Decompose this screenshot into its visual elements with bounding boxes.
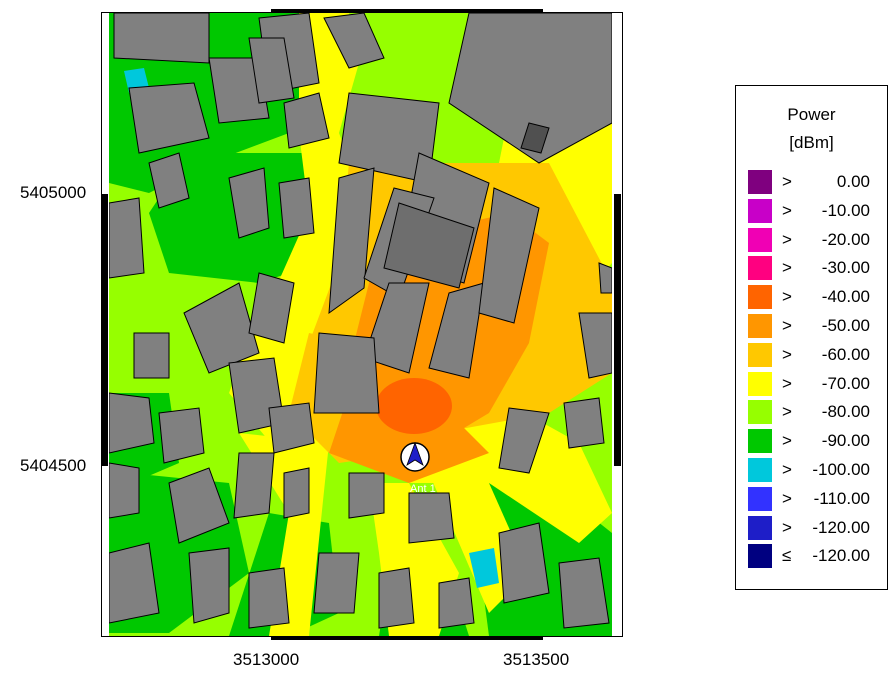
- right-scale-bar: [614, 194, 621, 466]
- legend-value: -30.00: [821, 258, 870, 278]
- legend-operator: >: [782, 200, 792, 220]
- legend-item: > -70.00: [748, 371, 883, 396]
- power-legend: Power [dBm] >0.00 > -10.00 > -20.00 > -30.00 > -…: [735, 85, 888, 590]
- legend-operator: >: [782, 316, 792, 335]
- legend-swatch: [748, 400, 772, 425]
- legend-swatch: [748, 198, 772, 223]
- legend-item: > -120.00: [748, 515, 883, 540]
- legend-value: -70.00: [821, 373, 870, 393]
- legend-item: > -30.00: [748, 256, 883, 281]
- legend-item: > -60.00: [748, 342, 883, 367]
- legend-value: -100.00: [812, 460, 870, 479]
- legend-unit: [dBm]: [789, 133, 834, 152]
- legend-swatch: [748, 342, 772, 367]
- coverage-zone-40: [376, 378, 452, 434]
- legend-value: -40.00: [821, 287, 870, 307]
- legend-swatch: [748, 458, 772, 482]
- legend-value: -10.00: [821, 200, 870, 220]
- x-tick-label: 3513000: [233, 650, 300, 669]
- legend-value: -50.00: [821, 316, 870, 335]
- legend-item: > -50.00: [748, 314, 883, 338]
- legend-value: -90.00: [821, 431, 870, 451]
- legend-swatch: [748, 227, 772, 252]
- legend-value: -80.00: [821, 402, 870, 422]
- legend-value: 0.00: [836, 172, 870, 191]
- legend-item: >0.00: [748, 170, 883, 194]
- legend-operator: >: [782, 488, 792, 508]
- legend-operator: >: [782, 344, 792, 364]
- left-scale-bar: [101, 194, 108, 466]
- legend-item: > -20.00: [748, 227, 883, 252]
- legend-item: > -40.00: [748, 285, 883, 310]
- legend-operator: >: [782, 287, 792, 307]
- y-tick-label: 5405000: [20, 183, 87, 202]
- y-tick-label: 5404500: [20, 456, 87, 475]
- legend-swatch: [748, 544, 772, 569]
- legend-item: > -80.00: [748, 400, 883, 425]
- legend-swatch: [748, 486, 772, 511]
- legend-operator: >: [782, 172, 792, 191]
- x-tick-label: 3513500: [503, 650, 570, 669]
- central-building: [383, 202, 475, 289]
- legend-item: ≤ -120.00: [748, 544, 883, 569]
- legend-swatch: [748, 285, 772, 310]
- legend-item: > -90.00: [748, 429, 883, 454]
- legend-item: > -100.00: [748, 458, 883, 482]
- legend-value: -20.00: [821, 229, 870, 249]
- legend-item: > -110.00: [748, 486, 883, 511]
- legend-value: -120.00: [812, 517, 870, 537]
- legend-operator: >: [782, 229, 792, 249]
- legend-value: -120.00: [812, 546, 870, 566]
- legend-operator: >: [782, 431, 792, 451]
- legend-operator: >: [782, 402, 792, 422]
- legend-swatch: [748, 371, 772, 396]
- coverage-map[interactable]: [109, 13, 612, 636]
- legend-value: -60.00: [821, 344, 870, 364]
- legend-swatch: [748, 314, 772, 338]
- bottom-scale-bar: [271, 634, 543, 640]
- legend-operator: >: [782, 517, 792, 537]
- antenna-label: Ant 1: [410, 483, 436, 495]
- legend-swatch: [748, 256, 772, 281]
- dark-building: [520, 122, 550, 154]
- legend-swatch: [748, 429, 772, 454]
- legend-item: > -10.00: [748, 198, 883, 223]
- legend-operator: >: [782, 258, 792, 278]
- legend-title: Power: [787, 105, 836, 124]
- top-scale-bar: [271, 9, 543, 15]
- legend-swatch: [748, 515, 772, 540]
- legend-operator: >: [782, 373, 792, 393]
- legend-operator: >: [782, 460, 792, 479]
- north-arrow-antenna-icon[interactable]: [400, 441, 430, 472]
- legend-operator: ≤: [782, 546, 792, 566]
- legend-swatch: [748, 170, 772, 194]
- legend-value: -110.00: [813, 488, 870, 508]
